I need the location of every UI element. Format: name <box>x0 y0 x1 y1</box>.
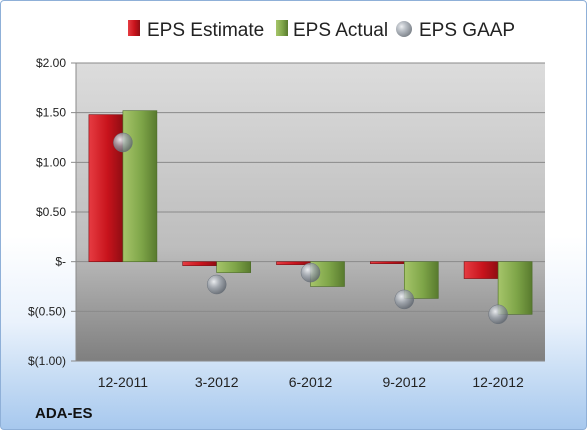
point-eps-gaap <box>300 262 321 283</box>
bar-eps-estimate <box>463 261 499 279</box>
point-eps-gaap <box>206 274 227 295</box>
y-tick-label: $(1.00) <box>28 354 66 368</box>
ticker-label: ADA-ES <box>35 405 93 422</box>
x-tick-label: 12-2012 <box>472 374 524 390</box>
bar-eps-estimate <box>369 261 405 264</box>
x-tick-label: 6-2012 <box>289 374 333 390</box>
point-eps-gaap <box>113 132 133 153</box>
x-axis: 12-2011 3-2012 6-2012 9-2012 12-2012 <box>98 374 524 390</box>
bar-eps-actual <box>122 110 158 262</box>
y-tick-label: $1.00 <box>36 155 66 169</box>
y-tick-label: $(0.50) <box>28 304 66 318</box>
bar-eps-actual <box>216 261 251 273</box>
legend-item-estimate: EPS Estimate <box>128 20 264 41</box>
legend: EPS Estimate EPS Actual EPS GAAP <box>128 20 515 41</box>
bar-eps-actual <box>497 261 533 315</box>
y-tick-label: $1.50 <box>36 106 66 120</box>
legend-label-estimate: EPS Estimate <box>147 20 264 41</box>
legend-item-actual: EPS Actual <box>276 20 388 41</box>
y-tick-label: $2.00 <box>36 56 66 70</box>
legend-item-gaap: EPS GAAP <box>396 20 515 41</box>
legend-label-actual: EPS Actual <box>293 20 388 41</box>
bar-eps-estimate <box>182 261 217 266</box>
y-tick-label: $- <box>55 255 66 269</box>
y-axis: $2.00 $1.50 $1.00 $0.50 $- $(0.50) $(1.00) <box>28 56 77 368</box>
gaap-points <box>113 132 508 325</box>
x-tick-label: 3-2012 <box>195 374 239 390</box>
y-tick-label: $0.50 <box>36 205 66 219</box>
point-eps-gaap <box>394 289 415 310</box>
legend-swatch-estimate <box>128 20 140 36</box>
point-eps-gaap <box>488 304 508 325</box>
legend-swatch-gaap <box>396 21 412 37</box>
legend-swatch-actual <box>276 20 288 36</box>
legend-label-gaap: EPS GAAP <box>419 20 515 41</box>
x-tick-label: 12-2011 <box>98 374 149 390</box>
x-tick-label: 9-2012 <box>383 374 427 390</box>
bar-eps-estimate <box>276 261 311 265</box>
